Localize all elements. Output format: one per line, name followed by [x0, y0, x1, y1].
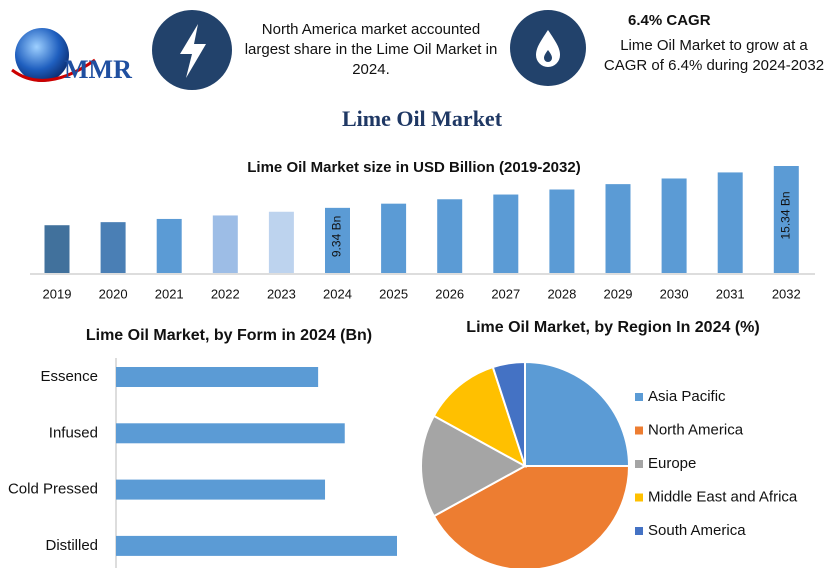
- x-tick-label: 2020: [99, 286, 128, 301]
- x-tick-label: 2025: [379, 286, 408, 301]
- x-tick-label: 2019: [43, 286, 72, 301]
- legend-label: South America: [648, 522, 746, 539]
- fact-1: North America market accounted largest s…: [244, 21, 498, 78]
- bar: [116, 367, 319, 387]
- y-tick-label: Infused: [49, 424, 98, 441]
- bar: [437, 199, 463, 273]
- legend-label: Europe: [648, 455, 696, 472]
- pie-slice: [432, 365, 527, 469]
- pie-slice: [432, 465, 631, 568]
- bar: [661, 178, 687, 273]
- legend-label: Asia Pacific: [648, 388, 726, 405]
- legend-swatch: [635, 493, 643, 502]
- bar: [268, 211, 294, 273]
- bar: [116, 535, 397, 556]
- pie-slice: [491, 360, 526, 467]
- data-label: 15.34 Bn: [778, 191, 792, 239]
- chart-title: Lime Oil Market size in USD Billion (201…: [247, 159, 580, 176]
- legend-label: North America: [648, 421, 744, 438]
- bar: [44, 225, 70, 273]
- data-label: 9.34 Bn: [330, 216, 344, 257]
- legend-swatch: [635, 460, 643, 468]
- legend-swatch: [635, 393, 643, 401]
- bar: [549, 189, 575, 273]
- logo-globe: [15, 28, 69, 82]
- flame-icon: [536, 30, 560, 67]
- x-tick-label: 2023: [267, 286, 296, 301]
- pie-slice: [524, 360, 631, 467]
- logo-text: MMR: [64, 55, 132, 84]
- chart-title: Lime Oil Market, by Form in 2024 (Bn): [86, 327, 372, 344]
- legend-swatch: [635, 426, 643, 435]
- bar: [605, 184, 631, 273]
- bar: [100, 222, 126, 273]
- x-tick-label: 2024: [323, 286, 352, 301]
- legend-label: Middle East and Africa: [648, 488, 798, 505]
- bar: [116, 423, 345, 444]
- bolt-icon: [180, 24, 206, 78]
- x-tick-label: 2029: [604, 286, 633, 301]
- bar: [717, 172, 743, 273]
- bar: [493, 194, 519, 273]
- legend-swatch: [635, 527, 643, 535]
- x-tick-label: 2031: [716, 286, 745, 301]
- x-tick-label: 2032: [772, 286, 801, 301]
- bar: [325, 207, 350, 273]
- logo-swoosh: [11, 58, 96, 82]
- y-tick-label: Distilled: [45, 537, 98, 554]
- bar: [773, 166, 799, 273]
- y-tick-label: Cold Pressed: [8, 481, 98, 498]
- x-tick-label: 2027: [491, 286, 520, 301]
- pie-slice: [420, 414, 528, 518]
- bar: [116, 479, 326, 500]
- y-tick-label: Essence: [40, 368, 98, 385]
- chart-title: Lime Oil Market, by Region In 2024 (%): [466, 319, 759, 336]
- main-title: Lime Oil Market: [342, 106, 503, 131]
- fact-2: Lime Oil Market to grow at a CAGR of 6.4…: [603, 37, 825, 74]
- x-tick-label: 2028: [547, 286, 576, 301]
- fact-2-title: 6.4% CAGR: [628, 12, 711, 29]
- bar: [156, 218, 182, 273]
- bar: [381, 203, 407, 273]
- x-tick-label: 2026: [435, 286, 464, 301]
- x-tick-label: 2022: [211, 286, 240, 301]
- x-tick-label: 2021: [155, 286, 184, 301]
- x-tick-label: 2030: [660, 286, 689, 301]
- bar: [212, 215, 238, 273]
